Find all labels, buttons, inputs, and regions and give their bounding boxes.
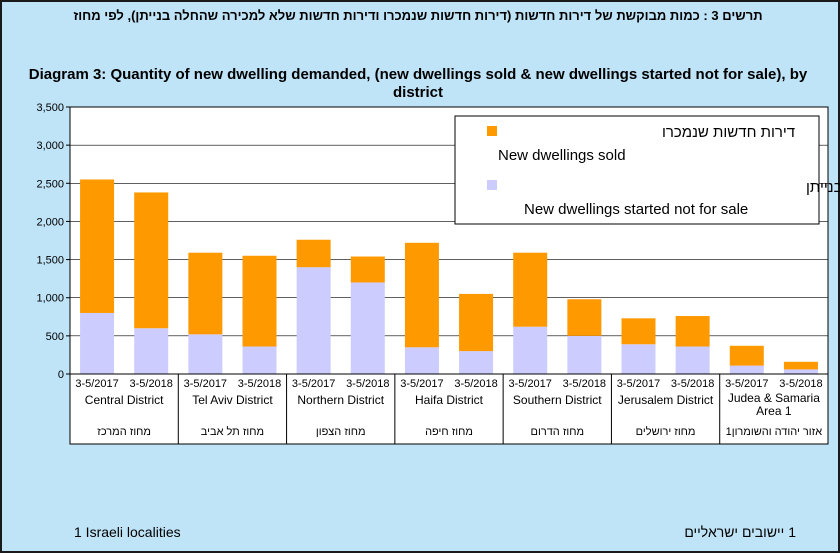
district-label: Central District	[85, 393, 164, 407]
district-label-hebrew: מחוז הצפון	[316, 426, 366, 438]
y-axis: 0 500 1,000 1,500 2,000 2,500 3,000 3,500	[36, 102, 71, 381]
x-tick-label: 3-5/2018	[238, 378, 281, 390]
legend-label-sold-hebrew: דירות חדשות שנמכרו	[662, 124, 795, 141]
chart-title-english: Diagram 3: Quantity of new dwelling dema…	[28, 66, 808, 101]
y-tick-label: 2,000	[36, 216, 64, 228]
bar-not-for-sale	[513, 326, 548, 374]
x-tick-label: 3-5/2018	[129, 378, 172, 390]
district-label: Area 1	[756, 404, 792, 418]
bar-not-for-sale	[783, 369, 818, 374]
x-axis: 3-5/2017 3-5/2018 3-5/2017 3-5/2018 3-5/2017…	[69, 373, 829, 444]
x-tick-label: 3-5/2017	[400, 378, 443, 390]
legend-label-not-for-sale-hebrew: דירות חדשות שלא למכירה שהחלה בנייתן	[806, 179, 840, 196]
y-tick-label: 2,500	[36, 178, 64, 190]
y-tick-label: 3,500	[36, 102, 64, 114]
bar-sold	[729, 345, 764, 366]
x-tick-label: 3-5/2017	[725, 378, 768, 390]
x-tick-label: 3-5/2017	[184, 378, 227, 390]
footnote-hebrew: 1 יישובים ישראליים	[684, 524, 796, 540]
chart-title-hebrew: תרשים 3 : כמות מבוקשת של דירות חדשות (די…	[73, 8, 763, 23]
x-tick-label: 3-5/2017	[292, 378, 335, 390]
bar-not-for-sale	[567, 335, 602, 374]
bar-not-for-sale	[242, 346, 277, 374]
district-label: Northern District	[297, 393, 384, 407]
bar-not-for-sale	[729, 365, 764, 374]
bar-sold	[621, 318, 656, 345]
x-tick-label: 3-5/2018	[779, 378, 822, 390]
x-tick-label: 3-5/2018	[671, 378, 714, 390]
legend-label-not-for-sale: New dwellings started not for sale	[524, 201, 748, 218]
bar-sold	[80, 179, 115, 313]
y-tick-label: 0	[58, 369, 64, 381]
bar-sold	[296, 239, 331, 268]
legend: דירות חדשות שנמכרו New dwellings sold די…	[454, 115, 840, 225]
y-tick-label: 1,000	[36, 293, 64, 305]
district-label: Tel Aviv District	[192, 393, 273, 407]
bar-not-for-sale	[404, 347, 439, 374]
bar-sold	[459, 293, 494, 352]
district-label: Southern District	[513, 393, 602, 407]
district-label-hebrew: אזור יהודה והשומרון1	[726, 426, 823, 438]
x-tick-label: 3-5/2017	[75, 378, 118, 390]
bar-sold	[188, 252, 223, 335]
district-label: Haifa District	[415, 393, 484, 407]
legend-swatch-sold	[487, 126, 497, 136]
bar-not-for-sale	[621, 344, 656, 374]
bar-not-for-sale	[188, 334, 223, 374]
district-label-hebrew: מחוז הדרום	[531, 426, 585, 438]
legend-label-sold: New dwellings sold	[498, 147, 626, 164]
bar-not-for-sale	[134, 328, 169, 374]
bar-sold	[567, 299, 602, 336]
bar-sold	[404, 242, 439, 348]
footnote-english: 1 Israeli localities	[74, 524, 181, 540]
legend-box	[454, 115, 820, 225]
y-tick-label: 500	[46, 331, 64, 343]
bar-sold	[513, 252, 548, 327]
bar-not-for-sale	[459, 351, 494, 374]
district-label: Judea & Samaria	[728, 391, 820, 405]
bar-not-for-sale	[675, 346, 710, 374]
district-label-hebrew: מחוז המרכז	[97, 426, 151, 438]
x-tick-label: 3-5/2018	[346, 378, 389, 390]
district-label-hebrew: מחוז ירושלים	[636, 425, 696, 438]
district-label-hebrew: מחוז חיפה	[425, 426, 473, 438]
legend-swatch-not-for-sale	[487, 180, 497, 190]
bars	[80, 179, 818, 374]
x-tick-label: 3-5/2017	[617, 378, 660, 390]
x-tick-label: 3-5/2018	[454, 378, 497, 390]
bar-sold	[350, 256, 385, 283]
bar-sold	[783, 361, 818, 370]
bar-sold	[675, 316, 710, 347]
y-tick-label: 3,000	[36, 140, 64, 152]
x-tick-label: 3-5/2018	[563, 378, 606, 390]
district-label: Jerusalem District	[618, 393, 714, 407]
bar-not-for-sale	[350, 282, 385, 374]
bar-not-for-sale	[80, 312, 115, 374]
bar-not-for-sale	[296, 267, 331, 374]
x-tick-label: 3-5/2017	[508, 378, 551, 390]
bar-sold	[134, 192, 169, 329]
y-tick-label: 1,500	[36, 255, 64, 267]
bar-sold	[242, 255, 277, 347]
district-label-hebrew: מחוז תל אביב	[201, 425, 264, 438]
